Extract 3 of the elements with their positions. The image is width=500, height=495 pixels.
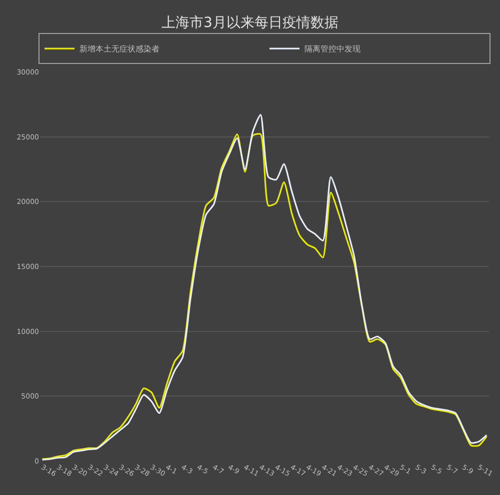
chart-title: 上海市3月以来每日疫情数据	[162, 15, 338, 32]
legend-label: 隔离管控中发现	[304, 44, 360, 54]
legend-label: 新增本土无症状感染者	[80, 44, 160, 54]
